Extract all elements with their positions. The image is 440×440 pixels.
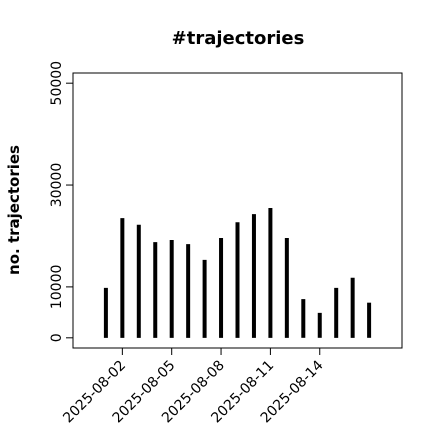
y-tick-label: 0 bbox=[49, 333, 65, 342]
y-tick-label: 30000 bbox=[49, 163, 65, 208]
y-axis-label: no. trajectories bbox=[5, 145, 23, 275]
y-tick-label: 50000 bbox=[49, 61, 65, 106]
plot-frame bbox=[72, 72, 403, 349]
chart-title: #trajectories bbox=[172, 28, 305, 49]
y-tick-label: 10000 bbox=[49, 265, 65, 310]
